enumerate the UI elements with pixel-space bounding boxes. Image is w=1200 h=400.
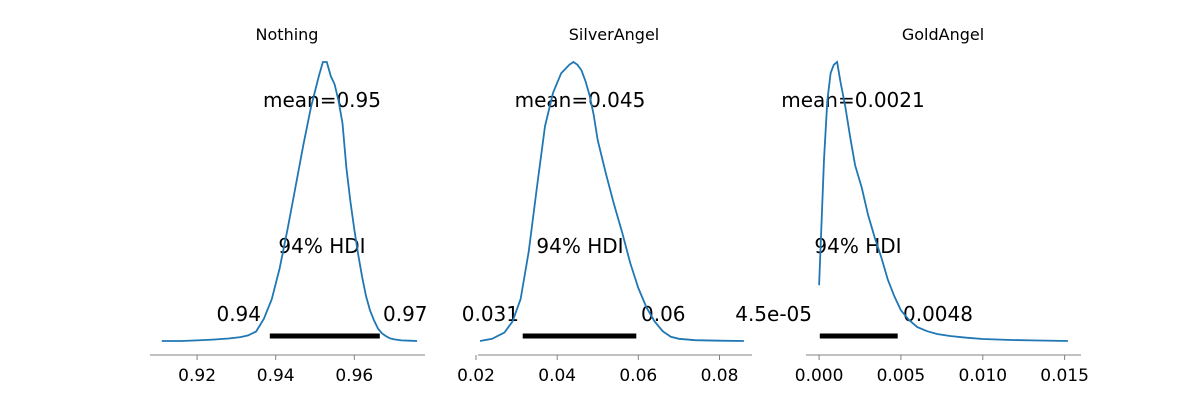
x-tick-label: 0.010 — [958, 366, 1007, 386]
hdi-high-label: 0.06 — [641, 302, 686, 326]
panel-goldangel: GoldAngel mean=0.0021 94% HDI 4.5e-05 0.… — [735, 25, 1089, 386]
hdi-low-label: 0.031 — [462, 302, 519, 326]
x-tick-label: 0.005 — [877, 366, 926, 386]
x-axis-ticks: 0.92 0.94 0.96 — [178, 355, 373, 386]
panel-nothing: Nothing mean=0.95 94% HDI 0.94 0.97 0.92… — [150, 25, 428, 386]
x-tick-label: 0.92 — [178, 366, 216, 386]
density-marks — [161, 61, 418, 342]
mean-label: mean=0.95 — [263, 88, 381, 112]
x-axis-ticks: 0.02 0.04 0.06 0.08 — [457, 355, 738, 386]
mean-label: mean=0.0021 — [781, 88, 924, 112]
hdi-label: 94% HDI — [814, 234, 901, 258]
x-tick-label: 0.08 — [701, 366, 739, 386]
x-tick-label: 0.015 — [1040, 366, 1089, 386]
hdi-label: 94% HDI — [536, 234, 623, 258]
mean-label: mean=0.045 — [515, 88, 646, 112]
density-curve — [161, 61, 418, 342]
density-marks — [479, 60, 744, 342]
panel-title: SilverAngel — [569, 25, 659, 44]
panel-title: Nothing — [256, 25, 319, 44]
x-tick-label: 0.02 — [457, 366, 495, 386]
x-axis-ticks: 0.000 0.005 0.010 0.015 — [795, 355, 1089, 386]
hdi-low-label: 4.5e-05 — [735, 302, 812, 326]
x-tick-label: 0.000 — [795, 366, 844, 386]
hdi-high-label: 0.97 — [383, 302, 428, 326]
x-tick-label: 0.96 — [335, 366, 373, 386]
density-marks — [818, 60, 1068, 342]
x-tick-label: 0.04 — [538, 366, 576, 386]
x-tick-label: 0.94 — [257, 366, 295, 386]
panel-silverangel: SilverAngel mean=0.045 94% HDI 0.031 0.0… — [457, 25, 752, 386]
x-tick-label: 0.06 — [619, 366, 657, 386]
panel-title: GoldAngel — [902, 25, 984, 44]
hdi-high-label: 0.0048 — [903, 302, 973, 326]
hdi-low-label: 0.94 — [216, 302, 261, 326]
hdi-label: 94% HDI — [278, 234, 365, 258]
density-curve — [479, 60, 744, 342]
density-curve — [818, 60, 1068, 342]
